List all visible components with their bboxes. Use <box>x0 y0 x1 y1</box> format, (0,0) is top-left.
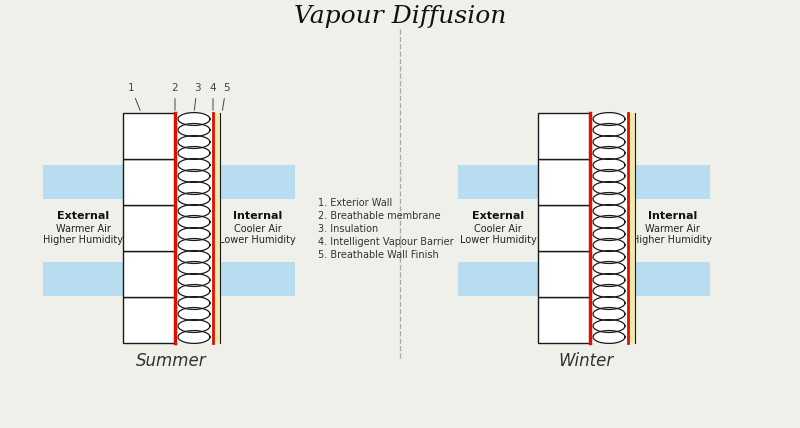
Polygon shape <box>271 264 295 294</box>
Bar <box>221 172 271 193</box>
Text: Winter: Winter <box>559 352 614 370</box>
Text: Warmer Air: Warmer Air <box>645 224 700 234</box>
Bar <box>483 172 537 193</box>
Bar <box>43 172 97 193</box>
Bar <box>658 172 709 193</box>
Text: Higher Humidity: Higher Humidity <box>633 235 713 245</box>
Bar <box>458 165 710 199</box>
Polygon shape <box>635 167 658 197</box>
Text: Warmer Air: Warmer Air <box>55 224 110 234</box>
Text: Vapour Diffusion: Vapour Diffusion <box>294 5 506 27</box>
Bar <box>43 165 295 199</box>
Bar <box>221 268 271 289</box>
Text: Higher Humidity: Higher Humidity <box>43 235 123 245</box>
Polygon shape <box>97 264 122 294</box>
Text: Lower Humidity: Lower Humidity <box>219 235 296 245</box>
Bar <box>123 251 175 297</box>
Bar <box>628 113 635 343</box>
Text: 3: 3 <box>194 83 200 110</box>
Bar <box>538 297 590 343</box>
Text: 1: 1 <box>128 83 140 110</box>
Bar <box>538 113 590 159</box>
Bar <box>123 159 175 205</box>
Bar <box>123 113 175 159</box>
Polygon shape <box>271 167 295 197</box>
Bar <box>590 113 628 343</box>
Bar <box>538 205 590 251</box>
Polygon shape <box>635 264 658 294</box>
Bar <box>483 268 537 289</box>
Bar <box>43 268 97 289</box>
Text: 4: 4 <box>210 83 216 110</box>
Text: 2: 2 <box>172 83 178 110</box>
Text: 5: 5 <box>222 83 230 110</box>
Text: Lower Humidity: Lower Humidity <box>460 235 536 245</box>
Text: Cooler Air: Cooler Air <box>474 224 522 234</box>
Bar <box>123 297 175 343</box>
Text: 1. Exterior Wall: 1. Exterior Wall <box>318 198 392 208</box>
Text: Summer: Summer <box>136 352 207 370</box>
Bar <box>458 262 710 296</box>
Bar <box>213 113 220 343</box>
Text: Internal: Internal <box>233 211 282 221</box>
Bar <box>538 251 590 297</box>
Polygon shape <box>458 167 483 197</box>
Text: External: External <box>57 211 109 221</box>
Text: External: External <box>472 211 524 221</box>
Text: 4. Intelligent Vapour Barrier: 4. Intelligent Vapour Barrier <box>318 237 454 247</box>
Polygon shape <box>458 264 483 294</box>
Text: 5. Breathable Wall Finish: 5. Breathable Wall Finish <box>318 250 438 260</box>
Bar <box>538 159 590 205</box>
Text: Internal: Internal <box>648 211 697 221</box>
Text: Cooler Air: Cooler Air <box>234 224 282 234</box>
Text: 2. Breathable membrane: 2. Breathable membrane <box>318 211 441 221</box>
Bar <box>658 268 709 289</box>
Bar <box>175 113 213 343</box>
Bar <box>123 205 175 251</box>
Polygon shape <box>97 167 122 197</box>
Bar <box>43 262 295 296</box>
Text: 3. Insulation: 3. Insulation <box>318 224 378 234</box>
